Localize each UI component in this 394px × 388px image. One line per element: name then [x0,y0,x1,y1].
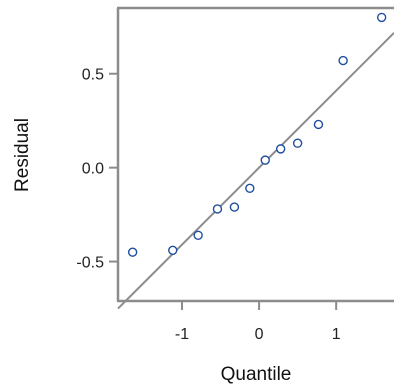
data-point [193,230,203,240]
data-point [127,247,138,257]
y-axis-ticks: 0.5 0.0 -0.5 [76,67,118,272]
x-tick-label: 1 [332,326,341,343]
data-point [245,183,255,194]
data-points [127,12,387,257]
y-tick-label: 0.0 [82,161,104,178]
y-axis-title: Residual [12,118,33,192]
data-point [275,144,286,154]
x-axis-ticks: -1 0 1 [175,301,341,343]
data-point [260,155,270,165]
x-tick-label: -1 [175,326,189,343]
plot-frame [116,6,394,303]
y-tick-label: -0.5 [76,255,104,272]
y-tick-label: 0.5 [82,67,104,84]
data-point [292,138,303,148]
data-point [313,119,324,130]
data-point [168,245,178,255]
reference-line [117,32,394,310]
data-point [212,204,223,214]
x-axis-title: Quantile [221,364,292,385]
data-point [229,202,240,212]
data-point [338,55,348,66]
data-point [376,12,387,23]
x-tick-label: 0 [255,326,264,343]
